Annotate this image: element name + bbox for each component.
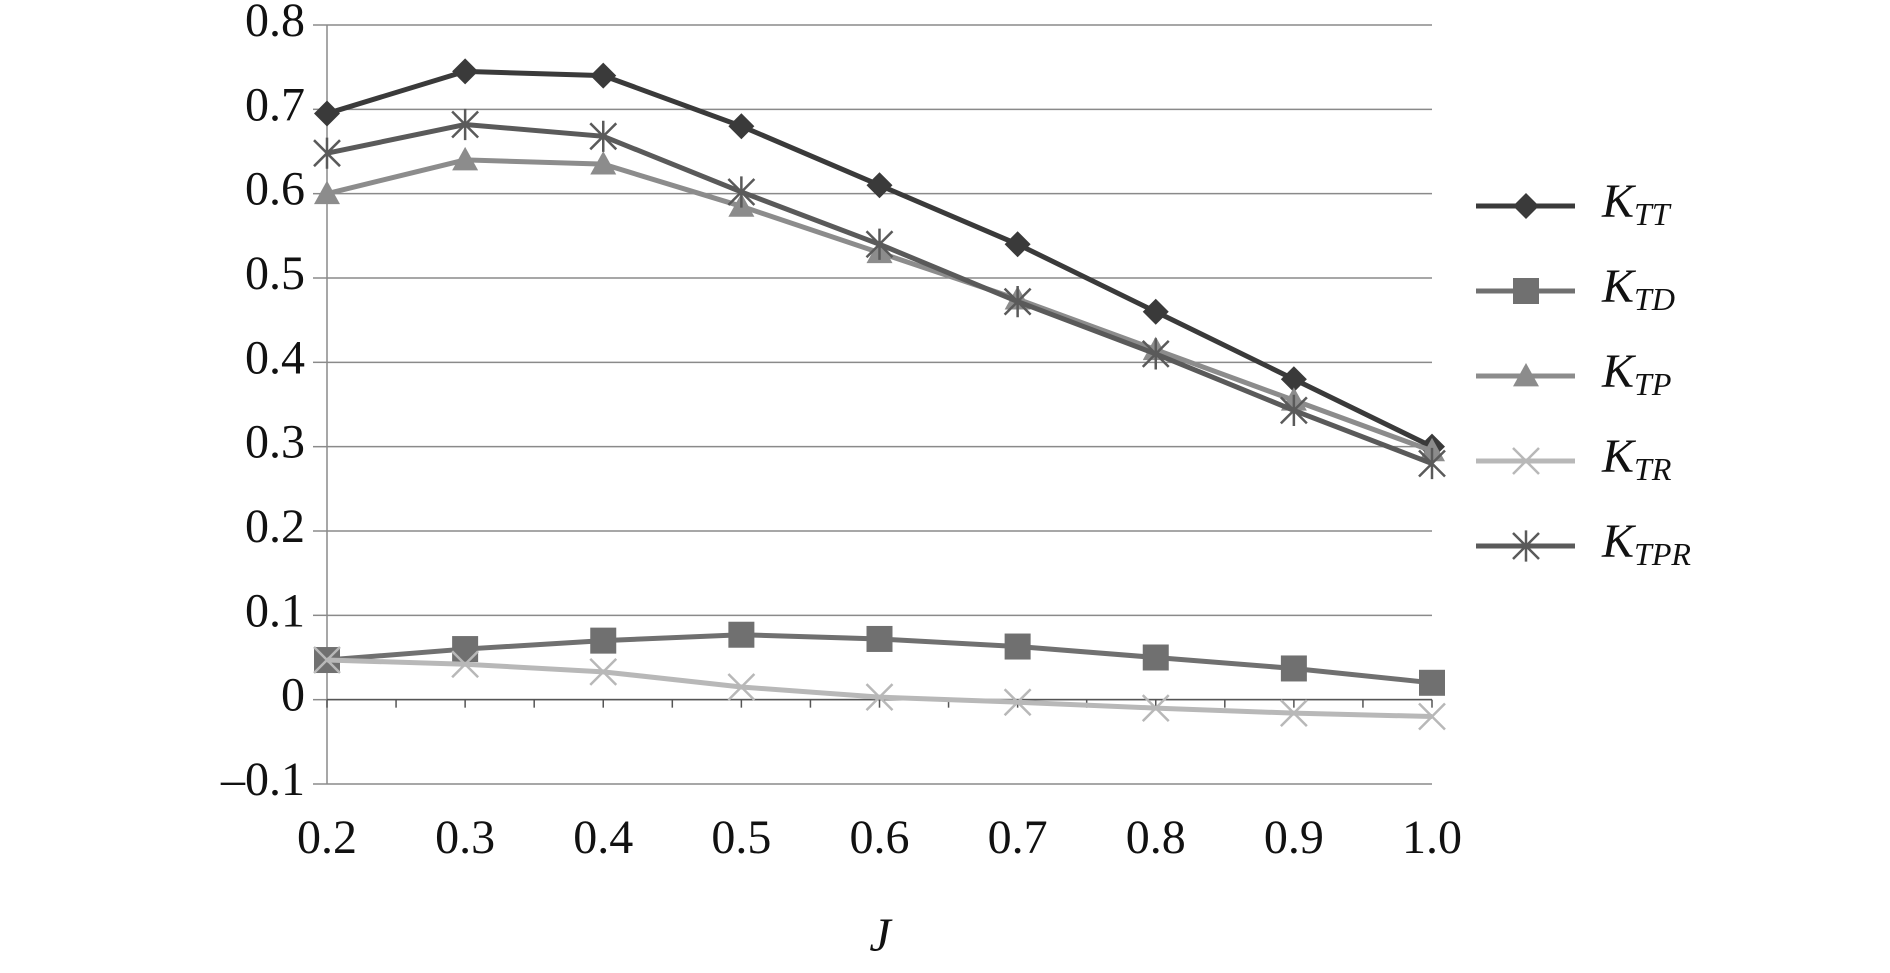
legend-label: KTT [1601,175,1672,232]
x-tick-label: 0.5 [711,811,771,864]
point [313,646,341,674]
x-tick-label: 0.4 [573,811,633,864]
x-axis-label: J [869,909,893,962]
point [1142,644,1169,671]
series-line [326,157,1433,454]
legend-marker [1513,193,1539,219]
point [728,113,755,140]
point [1141,694,1170,722]
point [866,172,893,199]
point [1004,633,1031,660]
legend-label: KTPR [1601,515,1691,572]
legend-label: KTP [1601,345,1671,402]
y-tick-label: 0.5 [245,247,305,300]
point [1279,394,1308,427]
point [865,228,894,260]
legend-label: KTD [1601,260,1675,317]
y-tick-label: –0.1 [220,753,305,806]
y-tick-label: 0 [281,669,305,722]
x-tick-label: 1.0 [1402,811,1462,864]
x-tick-label: 0.7 [988,811,1048,864]
point [1003,688,1032,717]
point [452,146,479,171]
point [866,625,893,652]
x-tick-label: 0.6 [850,811,910,864]
y-tick-label: 0.7 [245,78,305,131]
point [727,673,756,701]
legend-marker [1513,278,1539,304]
point [314,100,340,127]
point [727,176,756,208]
x-tick-label: 0.8 [1126,811,1186,864]
point [314,180,340,205]
legend-label: KTR [1601,430,1672,487]
point [590,62,617,89]
point [1280,655,1307,682]
point [1141,338,1170,370]
point [1280,366,1307,393]
legend-marker [1513,363,1539,387]
point [590,151,617,175]
point [1003,286,1032,318]
x-tick-label: 0.3 [435,811,495,864]
y-tick-label: 0.6 [245,163,305,216]
point [728,621,755,648]
y-tick-label: 0.1 [245,584,305,637]
point [589,657,618,686]
point [452,636,479,663]
point [1279,699,1308,728]
y-tick-label: 0.2 [245,500,305,553]
point [451,108,480,141]
y-tick-label: 0.3 [245,416,305,469]
point [1004,231,1031,258]
point [589,120,618,152]
y-tick-label: 0.4 [245,331,305,384]
point [590,627,617,654]
point [1418,702,1446,731]
y-tick-label: 0.8 [245,0,305,47]
point [313,137,341,169]
point [865,683,894,712]
legend-marker [1512,447,1540,475]
point [1142,298,1169,325]
legend-marker [1512,530,1540,562]
x-tick-label: 0.2 [297,811,357,864]
point [452,58,479,85]
point [1418,447,1446,480]
point [451,650,480,679]
point [1419,669,1445,696]
x-tick-label: 0.9 [1264,811,1324,864]
